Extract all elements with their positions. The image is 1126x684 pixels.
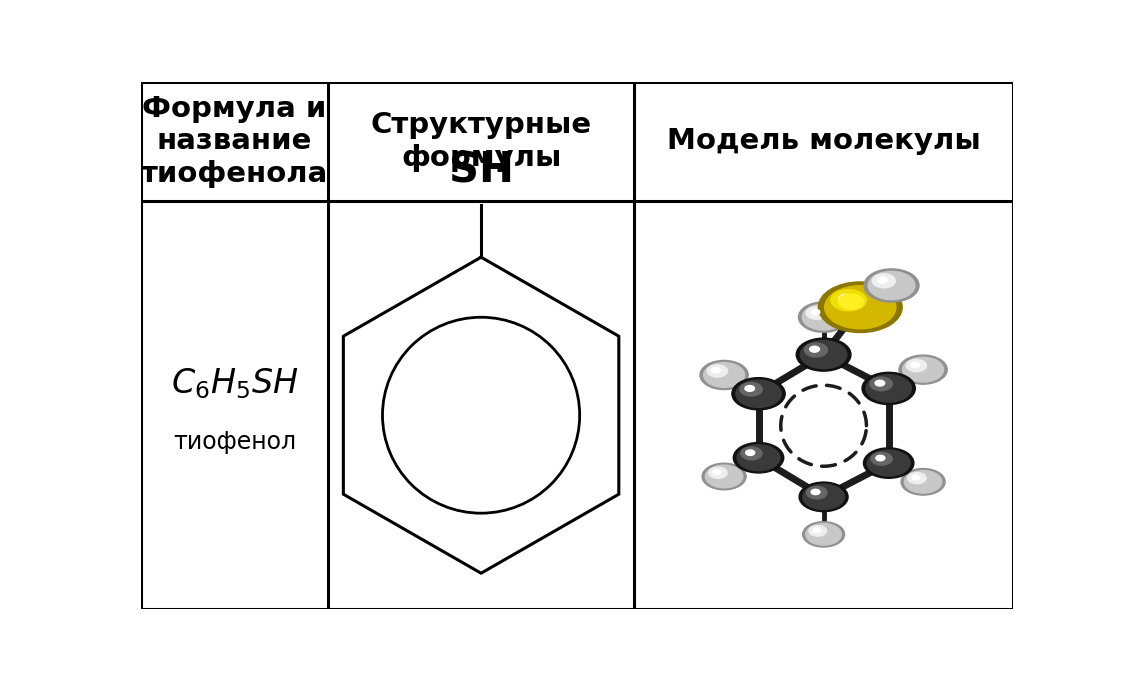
Circle shape (908, 473, 927, 484)
Circle shape (824, 286, 896, 329)
Circle shape (808, 525, 826, 536)
Circle shape (876, 456, 885, 461)
Circle shape (875, 380, 885, 386)
Circle shape (864, 448, 914, 478)
Text: Модель молекулы: Модель молекулы (667, 127, 981, 155)
Circle shape (867, 450, 910, 476)
Circle shape (877, 277, 887, 283)
Circle shape (798, 302, 849, 332)
Circle shape (801, 341, 847, 369)
Circle shape (803, 484, 844, 510)
Text: SH: SH (448, 149, 513, 192)
Circle shape (799, 482, 848, 512)
Circle shape (839, 294, 864, 309)
Circle shape (912, 475, 920, 480)
Circle shape (839, 294, 854, 304)
Circle shape (712, 367, 721, 373)
Circle shape (813, 528, 821, 532)
Circle shape (703, 463, 747, 490)
Text: $\mathit{C_6H_5SH}$: $\mathit{C_6H_5SH}$ (171, 366, 298, 401)
Circle shape (738, 445, 780, 471)
Circle shape (899, 355, 947, 384)
Circle shape (707, 365, 727, 377)
Circle shape (810, 346, 820, 352)
Circle shape (745, 386, 754, 391)
Circle shape (863, 372, 915, 404)
Circle shape (796, 338, 851, 371)
Circle shape (705, 465, 743, 488)
Circle shape (873, 274, 895, 288)
Circle shape (811, 489, 820, 495)
Circle shape (803, 522, 844, 547)
Circle shape (741, 447, 762, 460)
Circle shape (708, 467, 727, 478)
Circle shape (806, 524, 841, 545)
Text: Структурные
формулы: Структурные формулы (370, 111, 591, 172)
Circle shape (831, 289, 866, 311)
Circle shape (740, 382, 762, 396)
Circle shape (732, 378, 785, 410)
Circle shape (911, 363, 920, 367)
Circle shape (745, 450, 754, 456)
Circle shape (864, 269, 919, 302)
Circle shape (806, 306, 828, 319)
Circle shape (906, 360, 927, 371)
Circle shape (704, 363, 744, 387)
Circle shape (904, 471, 941, 493)
Circle shape (804, 343, 828, 357)
Circle shape (811, 309, 820, 315)
Circle shape (736, 380, 781, 408)
Circle shape (868, 272, 915, 300)
Circle shape (806, 486, 826, 499)
Circle shape (870, 377, 893, 391)
Circle shape (733, 443, 784, 473)
Circle shape (872, 452, 892, 465)
Text: тиофенол: тиофенол (173, 430, 296, 453)
Circle shape (866, 375, 911, 402)
Circle shape (713, 470, 721, 475)
Text: Формула и
название
тиофенола: Формула и название тиофенола (141, 95, 328, 187)
Circle shape (802, 304, 844, 330)
Circle shape (700, 360, 748, 389)
Circle shape (903, 357, 944, 382)
Circle shape (819, 282, 902, 332)
Circle shape (901, 469, 945, 495)
